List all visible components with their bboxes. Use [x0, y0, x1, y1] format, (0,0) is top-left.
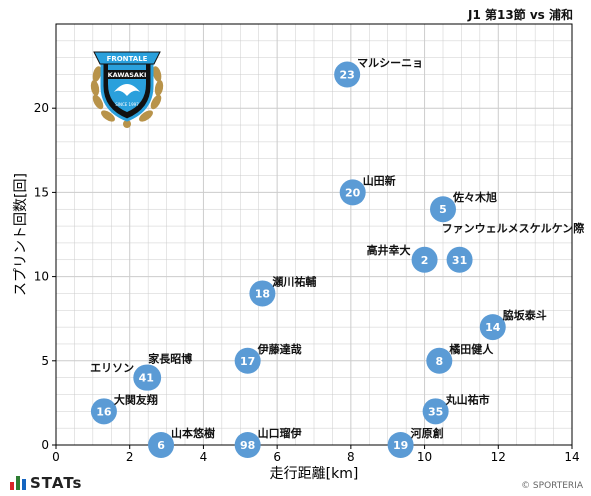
- point-marker: [426, 347, 453, 374]
- point-name-label: 山本悠樹: [171, 426, 215, 440]
- point-marker: [411, 246, 438, 273]
- laurel-icon: [90, 66, 164, 128]
- match-title: J1 第13節 vs 浦和: [467, 8, 573, 22]
- point-name-label: 伊藤達哉: [257, 342, 302, 356]
- point-marker: [422, 398, 449, 425]
- point-marker: [446, 246, 473, 273]
- point-number-label: 19: [393, 439, 408, 452]
- point-name-label: 脇坂泰斗: [503, 308, 547, 322]
- point-marker: [133, 364, 160, 391]
- y-tick-label: 20: [34, 101, 49, 115]
- axis-ticks: 0 2 4 6 8 10 12 14 0 5 10 15 20: [34, 101, 580, 464]
- data-point: 5 佐々木旭: [430, 190, 497, 223]
- point-name-label: 高井幸大: [367, 243, 411, 257]
- point-marker: [234, 432, 261, 458]
- point-name-label: 河原創: [411, 426, 444, 440]
- x-tick-label: 14: [564, 450, 579, 464]
- crest-since-text: SINCE 1997: [115, 102, 139, 107]
- point-number-label: 31: [452, 254, 467, 267]
- x-tick-label: 6: [273, 450, 281, 464]
- point-marker: [339, 179, 366, 206]
- x-tick-label: 4: [200, 450, 208, 464]
- y-tick-label: 15: [34, 185, 49, 199]
- point-marker: [430, 196, 456, 223]
- point-name-label: 丸山祐市: [445, 392, 490, 406]
- crest-banner-text: FRONTALE: [107, 55, 148, 63]
- point-number-label: 35: [428, 405, 443, 418]
- stats-bars-icon: [10, 476, 26, 490]
- point-name-label: マルシーニョ: [357, 57, 423, 70]
- point-marker: [234, 347, 261, 374]
- x-tick-label: 10: [417, 450, 432, 464]
- banner-ribbon: [93, 51, 161, 65]
- point-marker: [387, 432, 414, 458]
- point-number-label: 20: [345, 186, 361, 199]
- x-tick-label: 8: [347, 450, 355, 464]
- y-axis-label: スプリント回数[回]: [13, 173, 29, 296]
- point-name-label: ファンウェルメスケルケン際: [442, 221, 586, 235]
- point-name-label: 瀬川祐輔: [272, 274, 316, 288]
- point-number-label: 16: [96, 405, 112, 418]
- data-point: 8 橘田健人: [426, 342, 494, 374]
- point-marker: [334, 61, 361, 88]
- point-number-label: 23: [340, 69, 355, 82]
- point-name-label: 家長昭博: [148, 352, 192, 366]
- point-name-label: 山田新: [363, 173, 396, 187]
- point-name-label: 大関友翔: [114, 392, 158, 406]
- point-number-label: 17: [240, 355, 255, 368]
- club-crest-icon: FRONTALE KAWASAKI SINCE 1997: [90, 51, 164, 128]
- copyright-credit: © SPORTERIA: [521, 481, 583, 491]
- plot-area-frame: [55, 23, 573, 446]
- data-point: 2 高井幸大: [367, 243, 438, 273]
- point-number-label: 8: [435, 355, 443, 368]
- stats-logo-text: STATs: [30, 474, 83, 492]
- point-number-label: 5: [439, 203, 447, 216]
- data-point: 31 ファンウェルメスケルケン際: [442, 221, 586, 273]
- data-point: 6 山本悠樹: [148, 426, 215, 458]
- y-tick-label: 0: [41, 438, 49, 452]
- x-tick-label: 0: [52, 450, 60, 464]
- data-point: 41 家長昭博: [133, 352, 192, 391]
- stats-logo: STATs: [10, 474, 82, 492]
- point-marker: [90, 398, 117, 425]
- x-tick-label: 2: [126, 450, 134, 464]
- y-tick-label: 10: [34, 270, 49, 284]
- point-number-label: 98: [240, 439, 255, 452]
- point-number-label: 41: [139, 372, 154, 385]
- point-number-label: 2: [421, 254, 429, 267]
- point-name-label: 佐々木旭: [452, 190, 497, 204]
- point-name-label: 橘田健人: [448, 342, 494, 356]
- point-marker: [249, 280, 276, 307]
- x-axis-label: 走行距離[km]: [270, 465, 359, 482]
- point-number-label: 6: [157, 439, 165, 452]
- y-tick-label: 5: [41, 354, 49, 368]
- point-name-label: 山口瑠伊: [258, 426, 302, 440]
- x-tick-label: 12: [491, 450, 506, 464]
- point-marker: [479, 314, 506, 341]
- point-number-label: 14: [485, 321, 501, 334]
- point-number-label: 18: [255, 287, 270, 300]
- point-name-label: エリソン: [90, 362, 134, 375]
- point-marker: [148, 432, 175, 458]
- crest-club-text: KAWASAKI: [108, 71, 147, 79]
